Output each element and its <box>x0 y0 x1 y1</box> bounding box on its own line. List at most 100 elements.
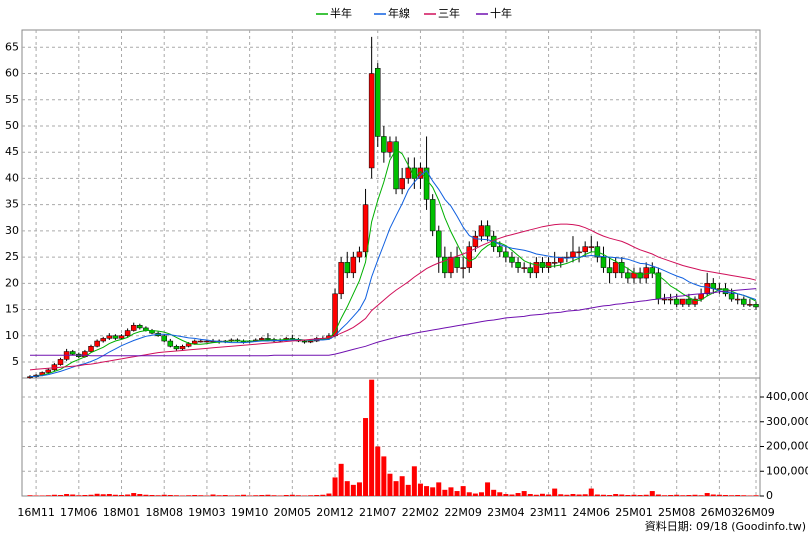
y-tick-label: 20 <box>5 276 19 289</box>
volume-bar <box>168 495 173 496</box>
volume-bar <box>522 491 527 496</box>
volume-bar <box>259 495 264 496</box>
candle-body <box>351 257 356 273</box>
volume-bar <box>296 495 301 496</box>
x-tick-label: 21M07 <box>359 506 397 519</box>
volume-bar <box>473 494 478 496</box>
volume-bar <box>754 495 759 496</box>
candle-body <box>70 352 75 355</box>
volume-bar <box>217 495 222 496</box>
candle-body <box>375 68 380 136</box>
x-tick-label: 22M02 <box>402 506 440 519</box>
volume-bar <box>143 495 148 496</box>
volume-bar <box>381 456 386 496</box>
x-tick-label: 26M03 <box>701 506 739 519</box>
volume-bar <box>113 495 118 496</box>
candle-body <box>363 205 368 252</box>
y-tick-label: 35 <box>5 198 19 211</box>
volume-bar <box>58 495 63 496</box>
candle-body <box>357 252 362 257</box>
volume-bar <box>46 495 51 496</box>
candle-body <box>522 268 527 269</box>
volume-bar <box>589 489 594 496</box>
volume-bar <box>339 464 344 496</box>
volume-bar <box>650 491 655 496</box>
candle-body <box>461 268 466 269</box>
volume-bar <box>64 494 69 496</box>
candle-body <box>198 341 203 342</box>
candle-body <box>192 341 197 344</box>
candle-body <box>259 338 264 340</box>
volume-bar <box>546 495 551 496</box>
volume-bar <box>363 418 368 496</box>
candle-body <box>455 257 460 267</box>
candle-body <box>265 338 270 339</box>
volume-bar <box>430 487 435 496</box>
volume-bar <box>186 495 191 496</box>
volume-bar <box>284 495 289 496</box>
volume-bar <box>394 481 399 496</box>
volume-bar <box>320 495 325 496</box>
y2-tick-label: 300,000 <box>766 415 808 428</box>
candle-body <box>125 331 130 336</box>
volume-bar <box>308 495 313 496</box>
volume-bar <box>509 495 514 496</box>
legend-label: 半年 <box>330 6 352 20</box>
volume-bar <box>534 495 539 496</box>
candle-body <box>113 336 118 339</box>
candle-body <box>101 338 106 341</box>
y-tick-label: 65 <box>5 40 19 53</box>
candle-body <box>442 257 447 273</box>
volume-bar <box>461 486 466 496</box>
volume-bar <box>235 495 240 496</box>
volume-bar <box>485 482 490 496</box>
volume-bar <box>76 495 81 496</box>
legend-label: 三年 <box>438 6 460 20</box>
volume-bar <box>333 477 338 496</box>
y2-tick-label: 200,000 <box>766 440 808 453</box>
volume-bar <box>552 489 557 496</box>
x-tick-label: 23M04 <box>487 506 525 519</box>
volume-bar <box>418 484 423 496</box>
candle-body <box>430 199 435 230</box>
candle-body <box>333 294 338 336</box>
volume-bar <box>265 495 270 496</box>
candle-body <box>339 262 344 293</box>
volume-bar <box>156 495 161 496</box>
candle-body <box>204 341 209 342</box>
volume-bar <box>455 491 460 496</box>
candle-body <box>680 299 685 304</box>
x-tick-label: 16M11 <box>17 506 55 519</box>
candle-body <box>662 299 667 300</box>
volume-bar <box>107 494 112 496</box>
candle-body <box>729 294 734 299</box>
candle-body <box>345 262 350 272</box>
volume-bar <box>137 494 142 496</box>
candle-body <box>741 299 746 304</box>
volume-bar <box>497 492 502 496</box>
volume-bar <box>272 495 277 496</box>
volume-bar <box>735 495 740 496</box>
x-tick-label: 19M03 <box>188 506 226 519</box>
x-tick-label: 24M06 <box>573 506 611 519</box>
volume-bar <box>192 495 197 496</box>
candle-body <box>625 273 630 278</box>
volume-bar <box>717 495 722 496</box>
volume-bar <box>326 494 331 496</box>
candle-body <box>186 344 191 347</box>
candle-body <box>577 252 582 253</box>
volume-bar <box>729 495 734 496</box>
volume-bar <box>564 495 569 496</box>
candle-body <box>509 257 514 262</box>
volume-bar <box>223 495 228 496</box>
volume-bar <box>741 495 746 496</box>
candle-body <box>735 299 740 300</box>
candle-body <box>699 294 704 299</box>
volume-bar <box>516 493 521 496</box>
candle-body <box>394 142 399 189</box>
candle-body <box>485 226 490 236</box>
candle-body <box>131 325 136 330</box>
volume-bar <box>668 495 673 496</box>
candle-body <box>705 283 710 293</box>
